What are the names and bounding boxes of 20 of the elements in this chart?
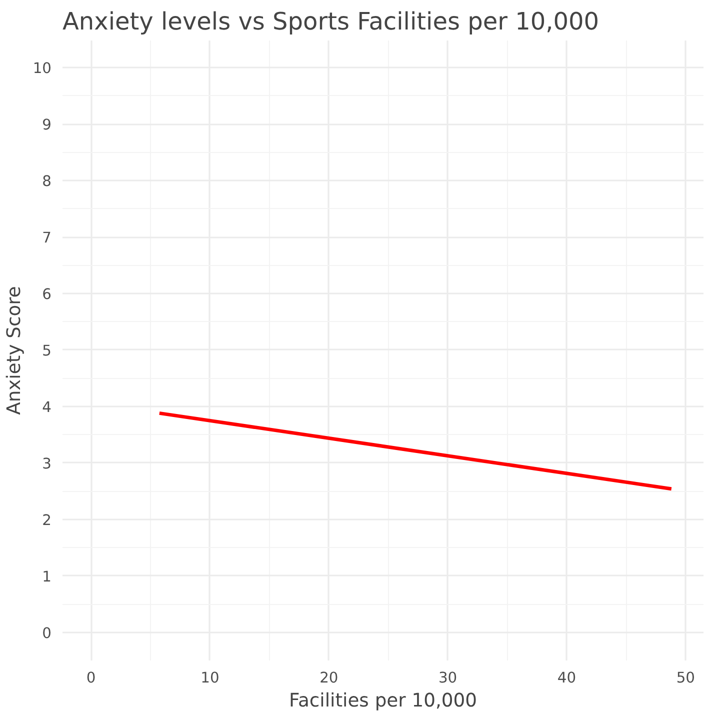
y-tick-label: 10 — [32, 60, 52, 78]
x-tick-label: 20 — [320, 670, 338, 686]
y-tick-label: 5 — [42, 342, 52, 360]
y-tick-label: 8 — [42, 173, 52, 190]
y-tick-label: 7 — [42, 230, 52, 247]
y-tick-label: 4 — [42, 398, 52, 416]
y-tick-label: 6 — [42, 286, 52, 303]
x-tick-label: 10 — [200, 670, 220, 686]
x-axis-title: Facilities per 10,000 — [288, 690, 478, 712]
y-tick-label: 1 — [42, 568, 52, 586]
y-tick-label: 3 — [42, 455, 52, 472]
y-tick-label: 2 — [42, 512, 52, 529]
y-tick-label: 0 — [42, 624, 52, 642]
y-axis-title: Anxiety Score — [4, 286, 25, 415]
x-tick-label: 40 — [557, 670, 576, 686]
chart-title: Anxiety levels vs Sports Facilities per 10,000 — [62, 8, 600, 36]
x-tick-label: 30 — [438, 670, 458, 686]
x-tick-label: 50 — [676, 670, 695, 686]
x-tick-label: 0 — [86, 670, 96, 686]
y-tick-label: 9 — [42, 116, 52, 134]
